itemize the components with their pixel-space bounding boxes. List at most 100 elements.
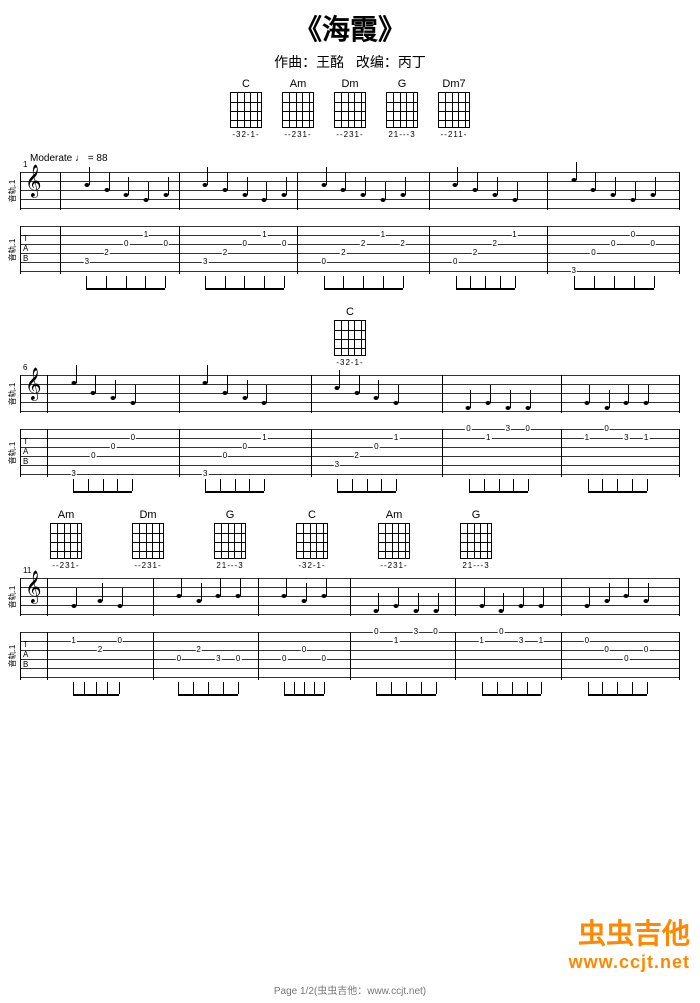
rhythm-stem [220,479,221,491]
chord-grid [460,523,492,559]
chord-fingers: 21---3 [214,561,246,570]
chord-fingers: --231- [132,561,164,570]
rhythm-stem [396,479,397,491]
rhythm-stem [634,276,635,288]
chord-grid [214,523,246,559]
tab-fret: 0 [301,646,307,654]
tab-staff: TAB音轨.130003001320101301031 [20,429,680,477]
rhythm-stem [284,276,285,288]
rhythm-stem [324,682,325,694]
rhythm-beam [574,288,653,290]
rhythm-beam [284,694,324,696]
rhythm-stem [235,479,236,491]
chord-name: Dm7 [438,78,470,90]
header-chord-row: C-32-1-Am--231-Dm--231-G21---3Dm7--211- [0,78,700,139]
barline [442,429,443,477]
barline [258,632,259,680]
rhythm-stem [244,276,245,288]
tab-fret: 1 [538,637,544,645]
rhythm-beam [73,491,132,493]
chord-grid [334,320,366,356]
rhythm-stem [617,479,618,491]
instrument-label: 音轨.1 [7,645,18,668]
tab-fret: 0 [452,258,458,266]
chord-fingers: --231- [282,130,314,139]
tab-fret: 3 [505,425,511,433]
barline [153,578,154,616]
barline [442,375,443,413]
bar-number: 1 [23,160,27,169]
chord-grid [378,523,410,559]
barline [679,578,680,616]
barline [679,375,680,413]
instrument-label: 音轨.1 [7,442,18,465]
tab-fret: 0 [498,628,504,636]
tab-fret: 1 [643,434,649,442]
rhythm-stem [574,276,575,288]
rhythm-stem [515,276,516,288]
rhythm-stem [126,276,127,288]
barline [561,632,562,680]
chord-diagram: Dm7 --211- [438,78,470,139]
rhythm-stem [304,682,305,694]
rhythm-stem [208,682,209,694]
barline [311,429,312,477]
arranger-label: 改编： [356,54,398,70]
barline [679,172,680,210]
rhythm-row [20,682,680,700]
chord-diagram: C-32-1- [230,78,262,139]
rhythm-stem [363,276,364,288]
barline [547,226,548,274]
chord-grid [230,92,262,128]
page-title: 《海霞》 [0,8,700,48]
barline [561,375,562,413]
barline [179,172,180,210]
tab-fret: 2 [97,646,103,654]
tab-fret: 0 [603,646,609,654]
rhythm-stem [284,682,285,694]
chord-fingers: -32-1- [334,358,366,367]
barline [47,632,48,680]
rhythm-beam [588,491,647,493]
instrument-label: 音轨.1 [7,586,18,609]
tab-fret: 0 [590,249,596,257]
rhythm-stem [119,682,120,694]
tab-fret: 1 [485,434,491,442]
rhythm-stem [145,276,146,288]
chord-name: C [334,306,366,318]
tab-clef: TAB [23,640,28,670]
rhythm-stem [602,479,603,491]
rhythm-stem [484,479,485,491]
rhythm-stem [528,479,529,491]
rhythm-stem [337,479,338,491]
chord-fingers: --211- [438,130,470,139]
bar-number: 6 [23,363,27,372]
rhythm-stem [381,479,382,491]
chord-diagram: Am--231- [378,509,410,570]
rhythm-stem [107,682,108,694]
tab-fret: 0 [123,240,129,248]
tab-fret: 2 [195,646,201,654]
rhythm-stem [376,682,377,694]
rhythm-stem [294,682,295,694]
rhythm-beam [588,694,647,696]
rhythm-beam [86,288,165,290]
chord-grid [282,92,314,128]
barline [429,172,430,210]
rhythm-stem [132,479,133,491]
barline [179,226,180,274]
tab-fret: 3 [623,434,629,442]
rhythm-beam [469,491,528,493]
rhythm-stem [96,682,97,694]
chord-grid [132,523,164,559]
rhythm-beam [205,288,284,290]
tab-staff: TAB音轨.1320103201002212022130000 [20,226,680,274]
rhythm-stem [84,682,85,694]
tab-fret: 0 [610,240,616,248]
tab-fret: 3 [202,470,208,478]
barline [258,578,259,616]
rhythm-stem [205,479,206,491]
chord-name: C [230,78,262,90]
rhythm-stem [588,682,589,694]
rhythm-beam [178,694,237,696]
